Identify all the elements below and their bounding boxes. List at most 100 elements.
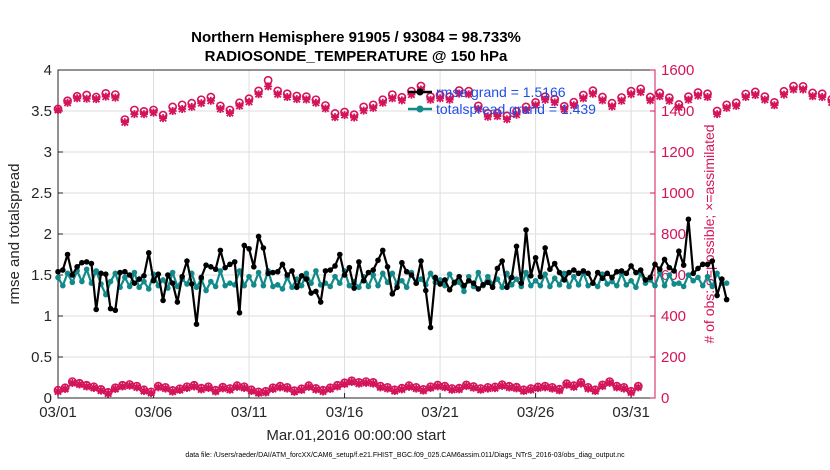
obs-assimilated-point	[132, 383, 141, 392]
rmse-point	[165, 272, 171, 278]
obs-assimilated-point	[130, 110, 139, 119]
totalspread-point	[145, 286, 152, 292]
totalspread-point	[313, 268, 319, 274]
rmse-point	[513, 243, 520, 250]
rmse-point	[575, 270, 582, 277]
rmse-point	[188, 281, 195, 287]
rmse-point	[265, 270, 271, 277]
rmse-point	[547, 266, 553, 273]
rmse-point	[88, 260, 95, 267]
legend-spread-label: totalspread grand = 1.439	[436, 101, 596, 117]
totalspread-point	[566, 283, 572, 290]
obs-assimilated-point	[273, 90, 282, 99]
totalspread-point	[714, 270, 720, 277]
totalspread-point	[379, 270, 386, 277]
rmse-point	[475, 286, 482, 292]
rmse-point	[394, 284, 400, 291]
rmse-point	[74, 264, 80, 270]
obs-assimilated-point	[178, 104, 187, 113]
totalspread-point	[685, 272, 692, 278]
left-tick-label: 2	[44, 226, 52, 243]
obs-assimilated-point	[82, 382, 91, 391]
obs-assimilated-point	[96, 386, 105, 395]
rmse-point	[642, 277, 649, 283]
obs-assimilated-point	[276, 383, 285, 392]
obs-assimilated-point	[302, 95, 311, 104]
totalspread-point	[126, 283, 133, 290]
rmse-point	[384, 264, 391, 270]
totalspread-point	[666, 272, 673, 278]
obs-assimilated-point	[751, 91, 760, 100]
obs-assimilated-point	[247, 387, 256, 396]
totalspread-point	[356, 284, 362, 291]
rmse-point	[499, 258, 505, 264]
totalspread-point	[136, 284, 142, 291]
left-tick-label: 2.5	[31, 185, 52, 202]
rmse-point	[714, 292, 720, 299]
rmse-point	[112, 307, 119, 314]
obs-assimilated-point	[54, 387, 62, 396]
rmse-point	[432, 274, 439, 281]
rmse-point	[561, 277, 568, 283]
obs-assimilated-point	[159, 114, 168, 123]
rmse-point	[136, 276, 142, 282]
rmse-point	[508, 274, 515, 281]
totalspread-point	[690, 277, 697, 284]
obs-assimilated-point	[483, 112, 492, 121]
obs-assimilated-point	[433, 382, 442, 391]
obs-assimilated-point	[204, 383, 213, 392]
x-axis-label: Mar.01,2016 00:00:00 start	[266, 427, 446, 444]
obs-assimilated-point	[390, 387, 399, 396]
totalspread-point	[327, 283, 334, 290]
legend-rmse-label: rmse grand = 1.5166	[436, 84, 566, 100]
obs-assimilated-point	[505, 383, 514, 392]
left-tick-label: 4	[44, 62, 52, 79]
obs-assimilated-point	[61, 384, 70, 393]
rmse-point	[551, 260, 558, 267]
totalspread-point	[255, 269, 262, 276]
right-tick-label: 200	[661, 349, 686, 366]
obs-assimilated-point	[111, 384, 120, 393]
rmse-point	[150, 277, 157, 284]
obs-assimilated-point	[512, 384, 521, 393]
series-layer	[53, 75, 830, 398]
rmse-point	[270, 269, 276, 276]
obs-assimilated-point	[550, 98, 559, 107]
left-tick-label: 1	[44, 308, 52, 325]
rmse-point	[461, 282, 467, 289]
obs-assimilated-point	[569, 382, 578, 391]
obs-possible-point	[827, 95, 830, 104]
rmse-point	[370, 267, 377, 273]
totalspread-point	[671, 281, 677, 287]
obs-assimilated-point	[455, 385, 464, 394]
totalspread-point	[241, 282, 248, 289]
obs-assimilated-point	[240, 383, 249, 392]
rmse-point	[93, 306, 100, 313]
rmse-point	[656, 266, 663, 273]
obs-assimilated-point	[617, 96, 626, 105]
left-tick-label: 3	[44, 144, 52, 161]
right-tick-label: 800	[661, 226, 686, 243]
totalspread-point	[537, 282, 544, 289]
obs-assimilated-point	[560, 105, 569, 114]
obs-assimilated-point	[235, 101, 244, 110]
obs-assimilated-point	[376, 383, 385, 392]
totalspread-point	[695, 274, 701, 281]
obs-assimilated-point	[655, 92, 664, 101]
rmse-point	[637, 267, 644, 273]
totalspread-point	[260, 282, 267, 289]
obs-assimilated-point	[206, 96, 215, 105]
y-axis-left-label: rmse and totalspread	[6, 164, 23, 305]
rmse-point	[666, 264, 673, 271]
x-tick-label: 03/26	[517, 404, 555, 421]
obs-assimilated-point	[233, 382, 242, 391]
obs-assimilated-point	[333, 382, 342, 391]
rmse-point	[418, 258, 424, 264]
totalspread-point	[174, 283, 181, 290]
obs-assimilated-point	[646, 96, 655, 105]
obs-assimilated-point	[190, 382, 199, 391]
totalspread-point	[122, 274, 128, 281]
rmse-point	[399, 259, 405, 266]
rmse-point	[198, 274, 205, 281]
